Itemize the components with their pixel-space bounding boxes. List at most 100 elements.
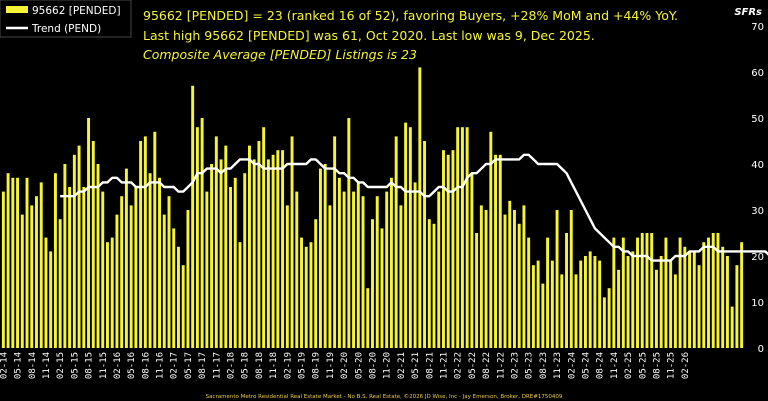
bar-153 [725,256,729,348]
bar-105 [498,154,502,348]
bar-106 [503,214,507,348]
bar-20 [96,164,100,348]
x-tick-02-22: 02-22 [454,352,464,379]
bar-53 [252,159,256,348]
bar-66 [314,219,318,348]
bar-80 [380,228,384,348]
x-tick-02-17: 02-17 [170,352,180,379]
bar-151 [716,233,720,348]
x-tick-08-15: 08-15 [85,352,95,379]
bar-101 [479,205,483,348]
bar-140 [664,237,668,348]
bar-113 [536,260,540,348]
bar-63 [300,237,303,348]
bar-5 [25,177,29,348]
bar-61 [290,136,294,348]
bar-108 [513,210,516,348]
bar-49 [233,177,237,348]
bar-94 [446,154,450,348]
bar-127 [602,297,606,348]
trend-group [60,153,768,262]
bar-130 [617,269,621,348]
bar-124 [588,251,592,348]
x-tick-02-23: 02-23 [510,352,520,379]
bar-37 [177,246,180,348]
y-tick-0: 0 [758,344,764,355]
bar-21 [101,191,105,348]
bar-32 [153,131,157,348]
x-tick-02-21: 02-21 [397,352,407,379]
bar-58 [276,150,280,348]
bar-54 [257,141,261,348]
bar-36 [172,228,176,348]
bar-128 [607,288,611,348]
bar-73 [347,118,351,348]
bar-150 [711,233,715,348]
bar-35 [167,196,171,348]
stats-line-1: 95662 [PENDED] = 23 (ranked 16 of 52), f… [143,8,678,23]
bar-46 [219,159,223,348]
bar-95 [451,150,455,348]
trend-line [60,153,768,262]
bar-99 [470,173,474,348]
bar-126 [598,260,602,348]
x-tick-05-19: 05-19 [298,352,308,379]
x-tick-11-23: 11-23 [553,352,563,379]
bar-65 [309,242,313,348]
bar-33 [158,177,161,348]
bar-9 [44,237,48,348]
bar-15 [72,154,76,348]
x-tick-11-20: 11-20 [383,352,393,379]
bar-91 [432,223,436,348]
bar-56 [266,159,270,348]
stats-block: 95662 [PENDED] = 23 (ranked 16 of 52), f… [143,8,678,62]
bar-133 [631,251,635,348]
y-tick-50: 50 [751,114,764,125]
bar-72 [342,191,346,348]
bar-44 [210,164,214,348]
bar-76 [361,196,365,348]
bar-147 [697,265,701,348]
bar-27 [129,205,133,348]
bar-67 [318,168,322,348]
bar-40 [191,85,195,349]
bar-125 [593,256,597,348]
bar-131 [621,237,625,348]
bar-68 [323,164,327,348]
bar-85 [404,122,408,348]
x-tick-05-21: 05-21 [411,352,421,379]
y-tick-20: 20 [751,252,764,263]
x-tick-05-22: 05-22 [468,352,478,379]
y-tick-70: 70 [751,22,764,33]
bar-78 [371,219,374,348]
bar-137 [650,233,654,348]
bar-82 [389,177,393,348]
bar-0 [1,191,5,348]
bar-111 [527,237,531,348]
x-tick-08-19: 08-19 [312,352,322,379]
bar-14 [68,187,72,348]
x-tick-05-15: 05-15 [70,352,80,379]
bar-30 [143,136,147,348]
legend-bar-swatch [6,6,28,13]
bar-79 [375,196,379,348]
bar-50 [238,242,242,348]
y-tick-10: 10 [751,298,764,309]
bar-70 [333,136,337,348]
bar-10 [49,251,53,348]
x-tick-08-21: 08-21 [425,352,435,379]
bar-104 [494,154,498,348]
bar-129 [612,237,616,348]
bar-43 [205,191,209,348]
bar-87 [413,182,417,348]
x-tick-08-16: 08-16 [141,352,151,379]
bar-81 [385,191,389,348]
legend-trend-label: Trend (PEND) [31,23,101,35]
x-tick-11-25: 11-25 [667,352,677,379]
y-tick-40: 40 [751,160,764,171]
bar-57 [271,154,275,348]
legend: 95662 [PENDED] Trend (PEND) [0,0,132,38]
bar-52 [247,145,251,348]
x-tick-08-14: 08-14 [28,352,38,379]
